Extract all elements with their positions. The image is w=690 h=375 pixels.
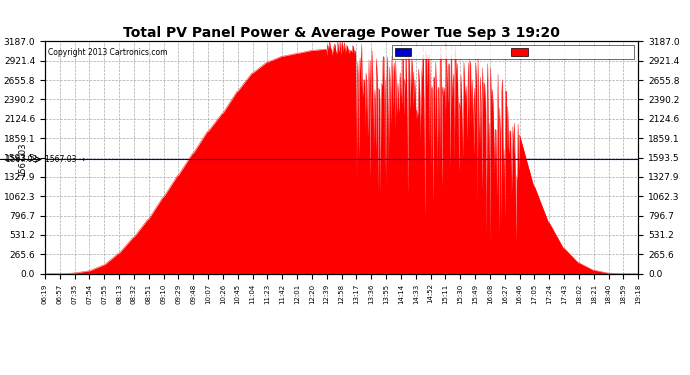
Legend: Average (DC Watts), PV Panels (DC Watts): Average (DC Watts), PV Panels (DC Watts) <box>392 45 634 59</box>
Text: 1567.03: 1567.03 <box>18 142 27 177</box>
Text: 1567.03 →: 1567.03 → <box>45 155 85 164</box>
Title: Total PV Panel Power & Average Power Tue Sep 3 19:20: Total PV Panel Power & Average Power Tue… <box>123 26 560 40</box>
Text: ← 1567.03: ← 1567.03 <box>0 155 37 164</box>
Text: Copyright 2013 Cartronics.com: Copyright 2013 Cartronics.com <box>48 48 167 57</box>
